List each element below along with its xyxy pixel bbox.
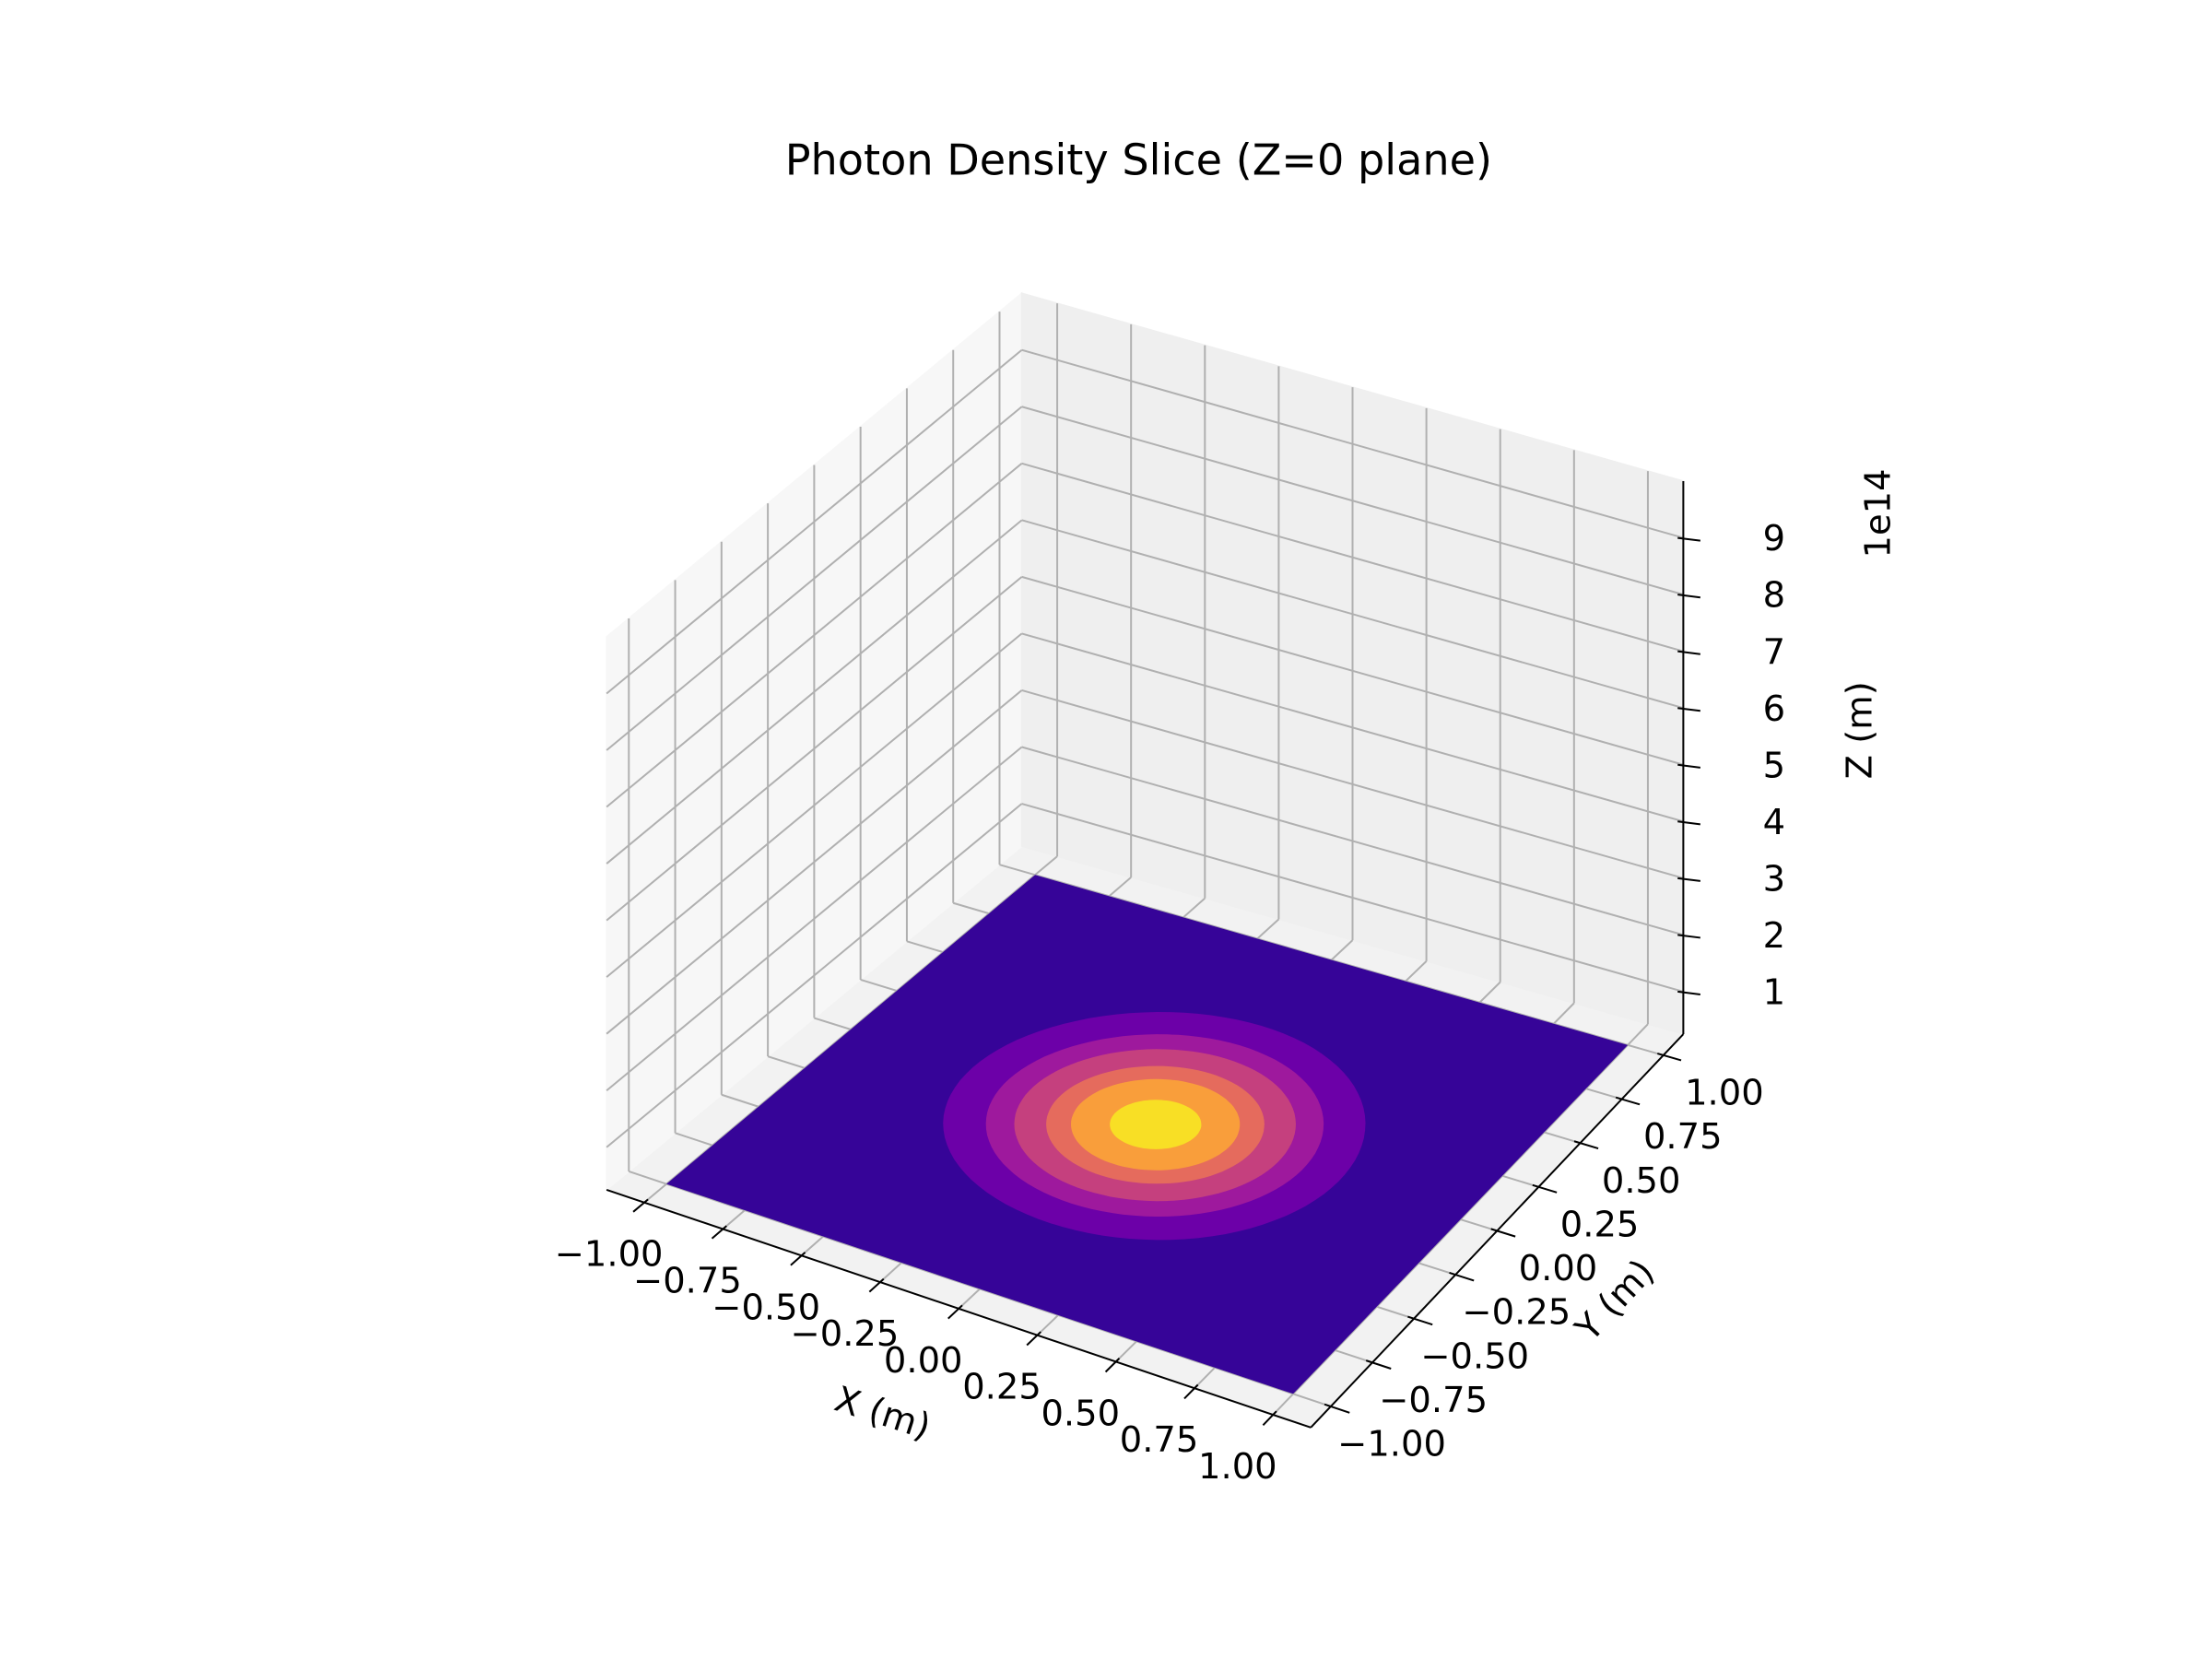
y-tick-label: −0.75: [1379, 1380, 1488, 1421]
x-tick: [1262, 1410, 1277, 1427]
x-axis-label: X (m): [830, 1379, 935, 1449]
z-tick: [1677, 877, 1700, 882]
z-grid-line: [606, 348, 1023, 695]
z-tick-label: 4: [1763, 802, 1785, 843]
z-axis-label: Z (m): [1839, 681, 1880, 779]
z-tick-label: 1: [1763, 971, 1785, 1013]
y-tick: [1615, 1096, 1641, 1106]
x-tick: [1026, 1331, 1041, 1347]
z-grid-line: [1021, 348, 1684, 539]
z-grid-line: [606, 632, 1023, 978]
y-tick-label: 0.25: [1560, 1204, 1640, 1245]
z-grid-line: [1021, 519, 1684, 710]
x-tick-label: 0.50: [1041, 1393, 1120, 1434]
z-grid-line: [1021, 632, 1684, 823]
y-tick-label: −1.00: [1337, 1424, 1446, 1465]
x-tick: [711, 1225, 727, 1240]
x-tick-label: 1.00: [1198, 1446, 1277, 1488]
y-tick: [1573, 1140, 1599, 1150]
z-grid-line: [1021, 462, 1684, 653]
x-tick-label: −1.00: [555, 1234, 664, 1276]
z-grid-line: [606, 803, 1023, 1148]
z-tick: [1677, 820, 1700, 826]
z-grid-line: [606, 689, 1023, 1035]
z-tick: [1677, 650, 1700, 655]
z-tick: [1677, 990, 1700, 995]
y-tick: [1365, 1359, 1392, 1370]
y-tick: [1324, 1403, 1350, 1414]
z-tick: [1677, 536, 1700, 542]
x-tick: [868, 1277, 885, 1293]
z-grid-line: [606, 519, 1023, 865]
z-grid-line: [1021, 746, 1684, 936]
z-tick-label: 2: [1763, 915, 1785, 957]
z-tick-label: 9: [1763, 518, 1785, 559]
z-grid-line: [606, 406, 1023, 751]
y-tick: [1490, 1228, 1516, 1238]
z-tick: [1677, 594, 1700, 599]
x-tick: [790, 1252, 806, 1266]
z-grid-line: [606, 746, 1023, 1091]
z-tick: [1677, 707, 1700, 712]
z-tick-label: 3: [1763, 858, 1785, 900]
x-tick: [1104, 1358, 1121, 1373]
z-tick-label: 8: [1763, 575, 1785, 617]
z-grid-line: [1021, 406, 1684, 596]
x-tick: [1183, 1383, 1199, 1400]
y-tick-label: 0.50: [1602, 1160, 1681, 1202]
z-tick-label: 7: [1763, 631, 1785, 673]
x-tick-label: −0.75: [633, 1260, 742, 1301]
x-tick-label: 0.75: [1120, 1419, 1199, 1461]
z-offset-label: 1e14: [1857, 468, 1899, 558]
chart-title: Photon Density Slice (Z=0 plane): [785, 135, 1492, 184]
x-tick-label: 0.25: [962, 1367, 1041, 1408]
z-grid-line: [1021, 575, 1684, 766]
contour-ring: [1110, 1100, 1202, 1149]
y-tick-label: 1.00: [1685, 1073, 1764, 1114]
z-tick: [1677, 934, 1700, 939]
y-tick: [1449, 1272, 1475, 1282]
y-tick: [1407, 1315, 1433, 1326]
y-tick: [1657, 1053, 1682, 1062]
x-tick-label: −0.50: [712, 1287, 820, 1328]
z-tick-label: 6: [1763, 688, 1785, 730]
z-grid-line: [606, 576, 1023, 922]
z-grid-line: [606, 463, 1023, 808]
y-tick-label: 0.75: [1643, 1116, 1723, 1158]
x-tick-label: 0.00: [884, 1340, 963, 1382]
x-tick: [632, 1198, 649, 1213]
y-tick-label: −0.50: [1420, 1335, 1529, 1377]
x-tick-label: −0.25: [791, 1313, 900, 1355]
y-tick: [1532, 1183, 1558, 1194]
z-tick: [1677, 763, 1700, 769]
z-grid-line: [1021, 803, 1684, 993]
x-tick: [947, 1304, 963, 1320]
z-grid-line: [1021, 688, 1684, 879]
z-tick-label: 5: [1763, 745, 1785, 786]
y-tick-label: 0.00: [1519, 1248, 1598, 1289]
y-tick-label: −0.25: [1462, 1292, 1571, 1334]
